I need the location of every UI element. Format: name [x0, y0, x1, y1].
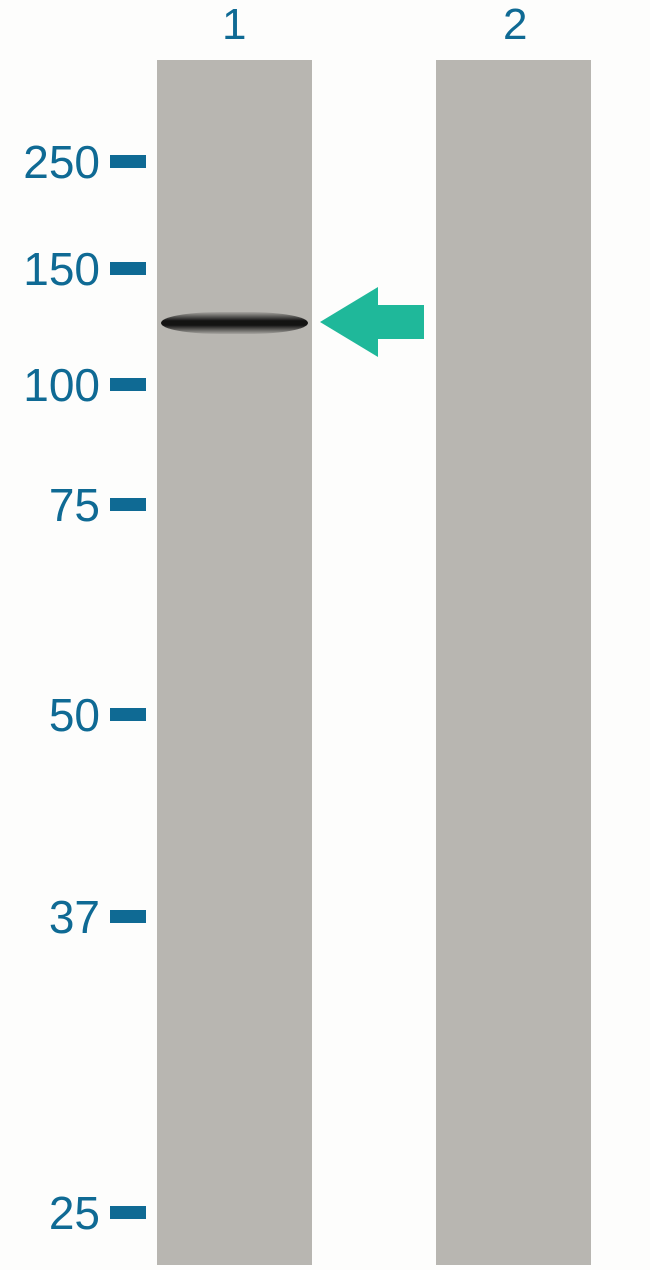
marker-tick [110, 910, 146, 923]
marker-tick [110, 155, 146, 168]
marker-tick [110, 708, 146, 721]
marker-value: 150 [23, 243, 100, 295]
marker-75: 75 [20, 478, 100, 532]
lane-2 [436, 60, 591, 1265]
lane-2-label: 2 [503, 0, 527, 50]
arrow-tail [378, 305, 424, 339]
marker-value: 250 [23, 136, 100, 188]
lane-label-text: 2 [503, 0, 527, 49]
marker-50: 50 [20, 688, 100, 742]
marker-value: 25 [49, 1187, 100, 1239]
marker-tick [110, 1206, 146, 1219]
marker-150: 150 [0, 242, 100, 296]
marker-100: 100 [0, 358, 100, 412]
lane-1 [157, 60, 312, 1265]
lane-1-label: 1 [222, 0, 246, 50]
protein-band [161, 312, 308, 334]
marker-25: 25 [20, 1186, 100, 1240]
marker-tick [110, 262, 146, 275]
marker-tick [110, 378, 146, 391]
western-blot: 1 2 250 150 100 75 50 37 25 [0, 0, 650, 1270]
marker-value: 37 [49, 891, 100, 943]
marker-value: 50 [49, 689, 100, 741]
marker-value: 100 [23, 359, 100, 411]
arrow-head-icon [320, 287, 378, 357]
marker-value: 75 [49, 479, 100, 531]
marker-tick [110, 498, 146, 511]
marker-250: 250 [0, 135, 100, 189]
marker-37: 37 [20, 890, 100, 944]
lane-label-text: 1 [222, 0, 246, 49]
